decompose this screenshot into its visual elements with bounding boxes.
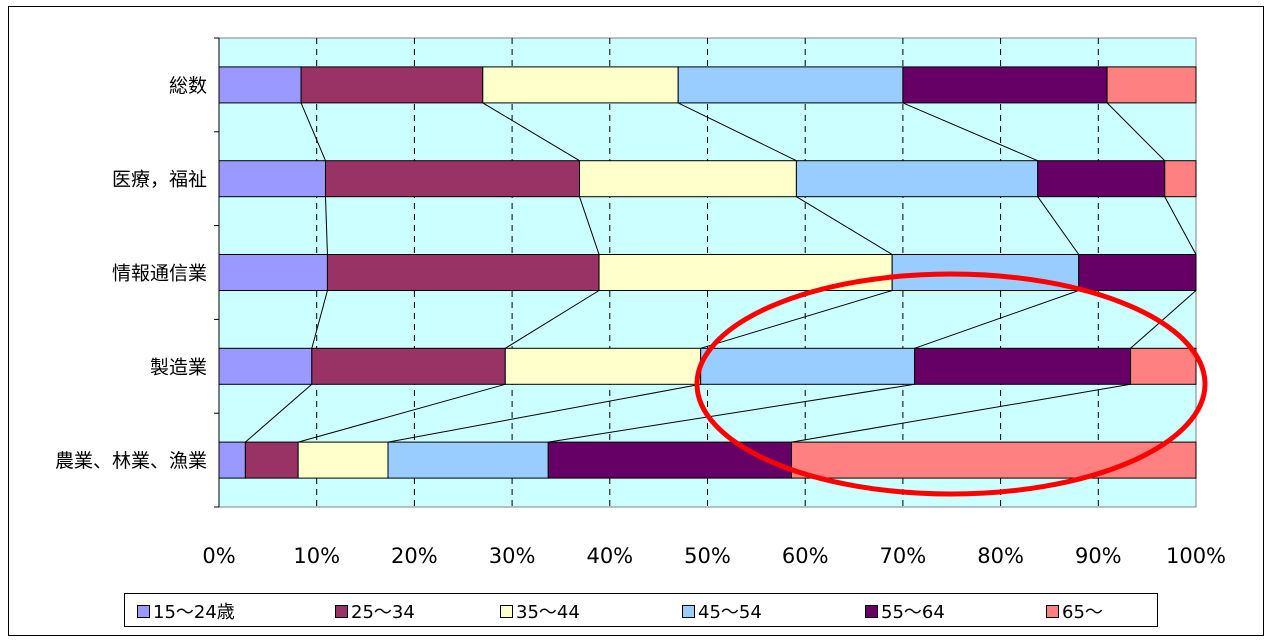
legend-swatch <box>137 604 150 618</box>
x-tick-label: 60% <box>782 544 829 568</box>
legend-item: 45～54 <box>682 600 762 623</box>
legend-swatch <box>682 604 695 618</box>
legend-label: 35～44 <box>516 602 580 623</box>
legend-swatch <box>865 604 878 618</box>
bar-segment <box>218 160 326 198</box>
series-line <box>387 383 701 443</box>
bar-segment <box>1164 160 1197 198</box>
series-line <box>1164 196 1197 255</box>
x-tick-label: 100% <box>1166 544 1226 568</box>
series-line <box>298 383 506 443</box>
bar-segment <box>218 347 313 385</box>
legend-label: 65～ <box>1062 602 1103 623</box>
bar-segment <box>482 66 679 104</box>
legend-label: 45～54 <box>698 602 762 623</box>
bar-segment <box>914 347 1132 385</box>
bar-segment <box>387 441 549 479</box>
series-line <box>579 196 600 255</box>
x-tick-label: 50% <box>684 544 731 568</box>
bar-segment <box>902 66 1108 104</box>
series-line <box>300 102 326 161</box>
series-line <box>1106 102 1166 162</box>
x-tick-label: 20% <box>391 544 438 568</box>
legend: 15～24歳 25～34 35～44 45～54 55～64 65～ <box>124 593 1158 627</box>
bar-segment <box>504 347 702 385</box>
bar-segment <box>1078 254 1197 291</box>
chart-frame: 総数医療，福祉情報通信業製造業農業、林業、漁業 0% 10% 20% 30% 40% 50%… <box>8 6 1264 636</box>
series-line <box>677 102 797 162</box>
bar-segment <box>244 441 299 479</box>
bar-segment <box>311 347 506 385</box>
legend-label: 15～24歳 <box>153 602 235 623</box>
legend-swatch <box>500 604 513 618</box>
legend-item: 15～24歳 <box>137 600 235 623</box>
legend-label: 25～34 <box>351 602 415 623</box>
legend-item: 25～34 <box>335 600 415 623</box>
series-line <box>311 290 328 349</box>
legend-item: 55～64 <box>865 600 945 623</box>
bar-segment <box>677 66 904 104</box>
bar-segment <box>700 347 916 385</box>
bar-segment <box>218 441 246 479</box>
category-label: 医療，福祉 <box>112 169 207 191</box>
series-line <box>504 290 600 349</box>
series-line <box>1037 196 1080 255</box>
series-line <box>791 383 1131 443</box>
bar-segment <box>324 160 581 198</box>
legend-swatch <box>335 604 348 618</box>
category-label: 農業、林業、漁業 <box>55 450 207 472</box>
series-line <box>700 290 893 349</box>
legend-swatch <box>1046 604 1059 618</box>
x-tick-label: 70% <box>880 544 927 568</box>
x-tick-label: 40% <box>586 544 633 568</box>
x-tick-label: 80% <box>977 544 1024 568</box>
bar-segment <box>218 254 328 291</box>
bar-segment <box>1130 347 1197 385</box>
category-label: 総数 <box>169 75 207 97</box>
x-tick-label: 0% <box>202 544 235 568</box>
bar-segment <box>795 160 1039 198</box>
series-line <box>482 102 580 162</box>
legend-item: 65～ <box>1046 600 1103 623</box>
series-line <box>1130 290 1197 349</box>
x-tick-label: 30% <box>489 544 536 568</box>
bar-segment <box>1037 160 1166 198</box>
category-label: 製造業 <box>150 356 207 378</box>
x-tick-label: 90% <box>1075 544 1122 568</box>
legend-item: 35～44 <box>500 600 580 623</box>
series-line <box>796 196 893 255</box>
bar-segment <box>218 66 302 104</box>
bar-segment <box>1106 66 1197 104</box>
bar-segment <box>326 254 600 291</box>
bar-segment <box>300 66 484 104</box>
series-line <box>548 383 915 443</box>
category-label: 情報通信業 <box>112 263 207 285</box>
bar-segment <box>297 441 389 479</box>
series-line <box>245 383 313 443</box>
bar-segment <box>579 160 797 198</box>
series-line <box>902 102 1038 162</box>
bar-segment <box>547 441 793 479</box>
series-line <box>914 290 1079 349</box>
series-line <box>324 196 328 255</box>
x-tick-label: 10% <box>293 544 340 568</box>
highlight-ellipse <box>694 271 1208 497</box>
legend-label: 55～64 <box>881 602 945 623</box>
